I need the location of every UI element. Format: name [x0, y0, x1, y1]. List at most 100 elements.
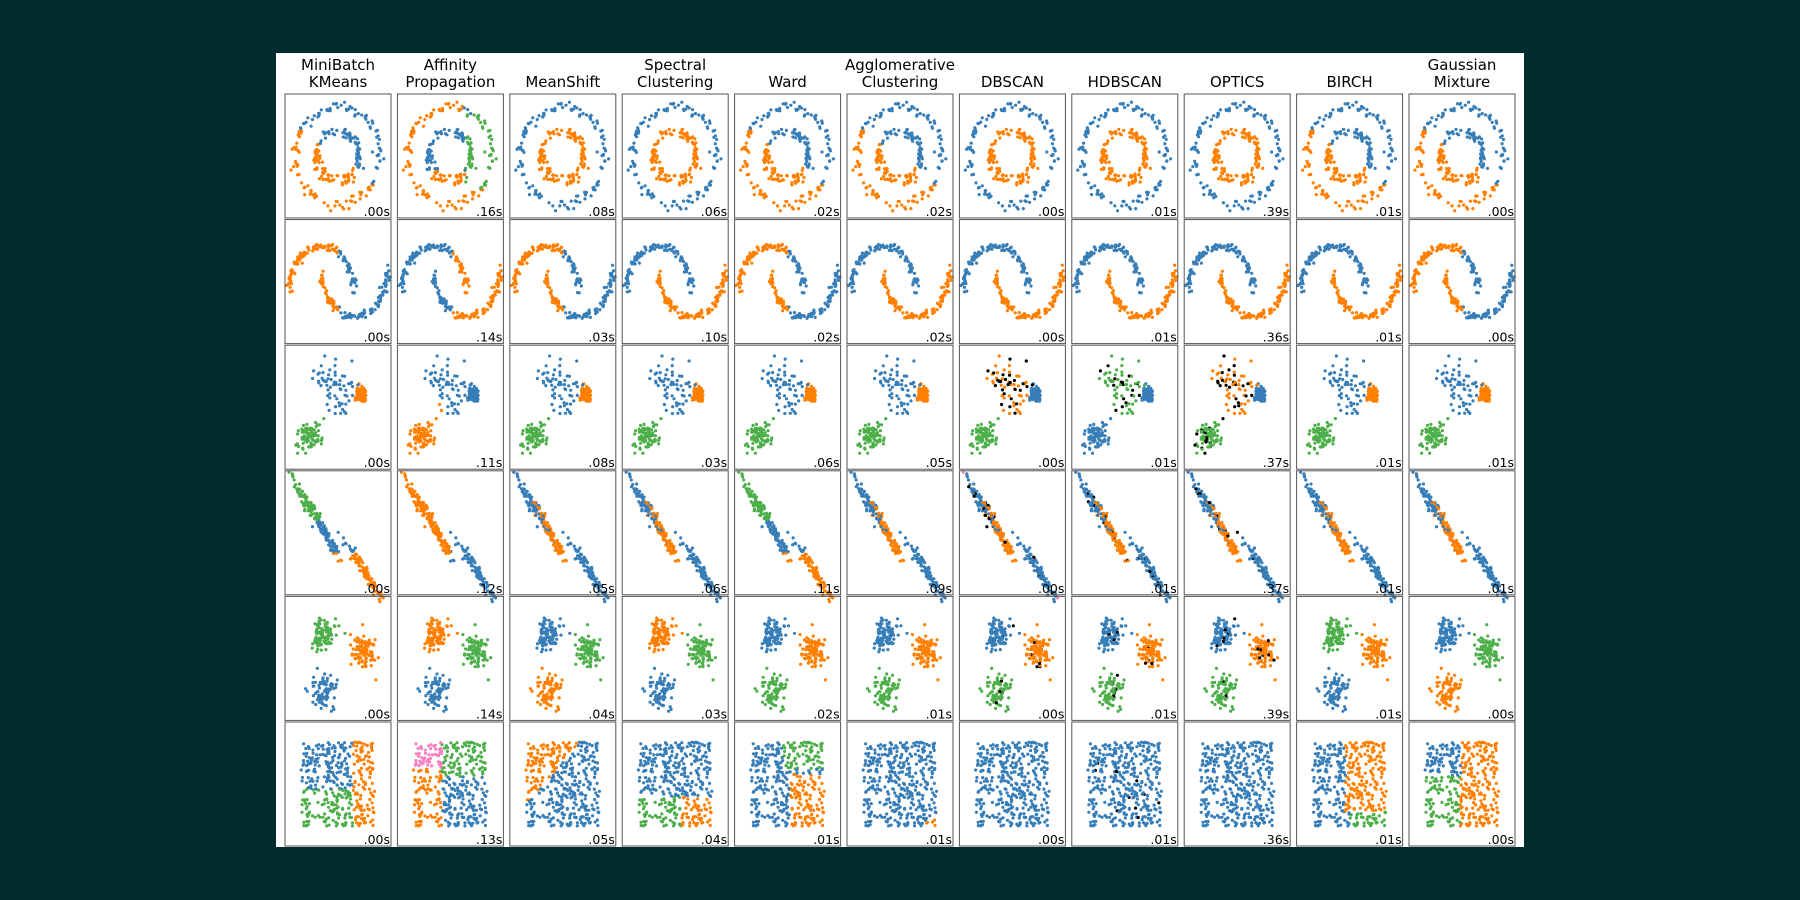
data-point: [1252, 113, 1256, 117]
data-point: [1122, 128, 1126, 132]
data-point: [745, 258, 749, 262]
data-point: [1131, 107, 1135, 111]
data-point: [937, 166, 942, 170]
data-point: [443, 132, 448, 136]
data-point: [1134, 207, 1138, 211]
data-point: [567, 173, 571, 177]
data-point: [782, 306, 786, 310]
data-point: [1075, 290, 1079, 294]
data-point: [373, 308, 377, 312]
data-point: [1269, 119, 1273, 123]
data-point: [586, 166, 590, 170]
data-point: [989, 157, 993, 162]
data-point: [981, 246, 985, 250]
data-point: [1459, 128, 1463, 132]
data-point: [690, 200, 694, 204]
data-point: [308, 192, 312, 196]
data-point: [997, 132, 1001, 136]
data-point: [1238, 103, 1242, 107]
data-point: [1096, 124, 1100, 128]
data-point: [431, 139, 436, 143]
data-point: [1477, 113, 1481, 117]
data-point: [975, 252, 980, 256]
data-point: [776, 248, 780, 252]
data-point: [905, 100, 909, 104]
data-point: [663, 204, 667, 208]
data-point: [315, 152, 319, 156]
data-point: [447, 101, 451, 106]
data-point: [1494, 119, 1498, 123]
data-point: [321, 281, 325, 285]
data-point: [579, 152, 583, 156]
data-point: [1025, 168, 1029, 172]
data-point: [461, 283, 465, 287]
data-point: [314, 157, 318, 162]
data-point: [580, 159, 584, 163]
data-point: [336, 105, 340, 110]
data-point: [652, 167, 656, 171]
data-point: [1475, 168, 1479, 172]
data-point: [883, 167, 887, 171]
data-point: [1126, 311, 1130, 315]
data-point: [779, 297, 783, 301]
data-point: [600, 128, 604, 132]
data-point: [558, 204, 562, 208]
data-point: [1354, 128, 1358, 132]
data-point: [516, 165, 520, 169]
data-point: [1479, 148, 1483, 152]
data-point: [971, 133, 975, 137]
data-point: [910, 135, 914, 140]
data-point: [661, 136, 665, 140]
data-point: [996, 170, 1000, 174]
data-point: [887, 178, 891, 182]
data-point: [676, 311, 680, 315]
data-point: [643, 246, 648, 250]
data-point: [1445, 167, 1449, 171]
data-point: [1368, 141, 1372, 145]
runtime-label: .03s: [588, 330, 614, 345]
data-point: [1356, 199, 1360, 203]
data-point: [602, 300, 606, 304]
data-point: [690, 113, 694, 117]
data-point: [1262, 115, 1266, 119]
data-point: [1474, 106, 1478, 110]
data-point: [406, 145, 410, 149]
data-point: [324, 292, 328, 296]
panel-noisy_circles-hdbscan: .01s: [1071, 93, 1179, 219]
data-point: [464, 180, 468, 184]
data-point: [691, 162, 695, 166]
data-point: [771, 269, 775, 273]
data-point: [475, 308, 479, 312]
data-point: [298, 129, 302, 133]
data-point: [939, 137, 944, 141]
data-point: [705, 188, 710, 192]
data-point: [1457, 204, 1461, 208]
data-point: [803, 200, 807, 204]
data-point: [915, 281, 919, 285]
runtime-label: .39s: [1263, 204, 1289, 219]
data-point: [1014, 103, 1018, 107]
data-point: [566, 135, 570, 139]
data-point: [300, 181, 304, 185]
data-point: [298, 126, 303, 130]
data-point: [578, 200, 582, 204]
data-point: [681, 315, 685, 320]
data-point: [1082, 258, 1086, 262]
data-point: [709, 179, 713, 183]
data-point: [1005, 309, 1010, 313]
data-point: [926, 315, 930, 319]
data-point: [1219, 174, 1223, 178]
data-point: [949, 278, 953, 282]
data-point: [1270, 150, 1274, 154]
data-point: [803, 135, 807, 139]
data-point: [746, 133, 750, 137]
data-point: [763, 150, 767, 154]
data-point: [826, 142, 830, 146]
data-point: [523, 126, 527, 130]
runtime-label: .08s: [588, 204, 614, 219]
data-point: [774, 289, 778, 293]
data-point: [573, 266, 577, 270]
data-point: [1053, 149, 1057, 153]
data-point: [1242, 128, 1246, 132]
data-point: [648, 193, 652, 197]
